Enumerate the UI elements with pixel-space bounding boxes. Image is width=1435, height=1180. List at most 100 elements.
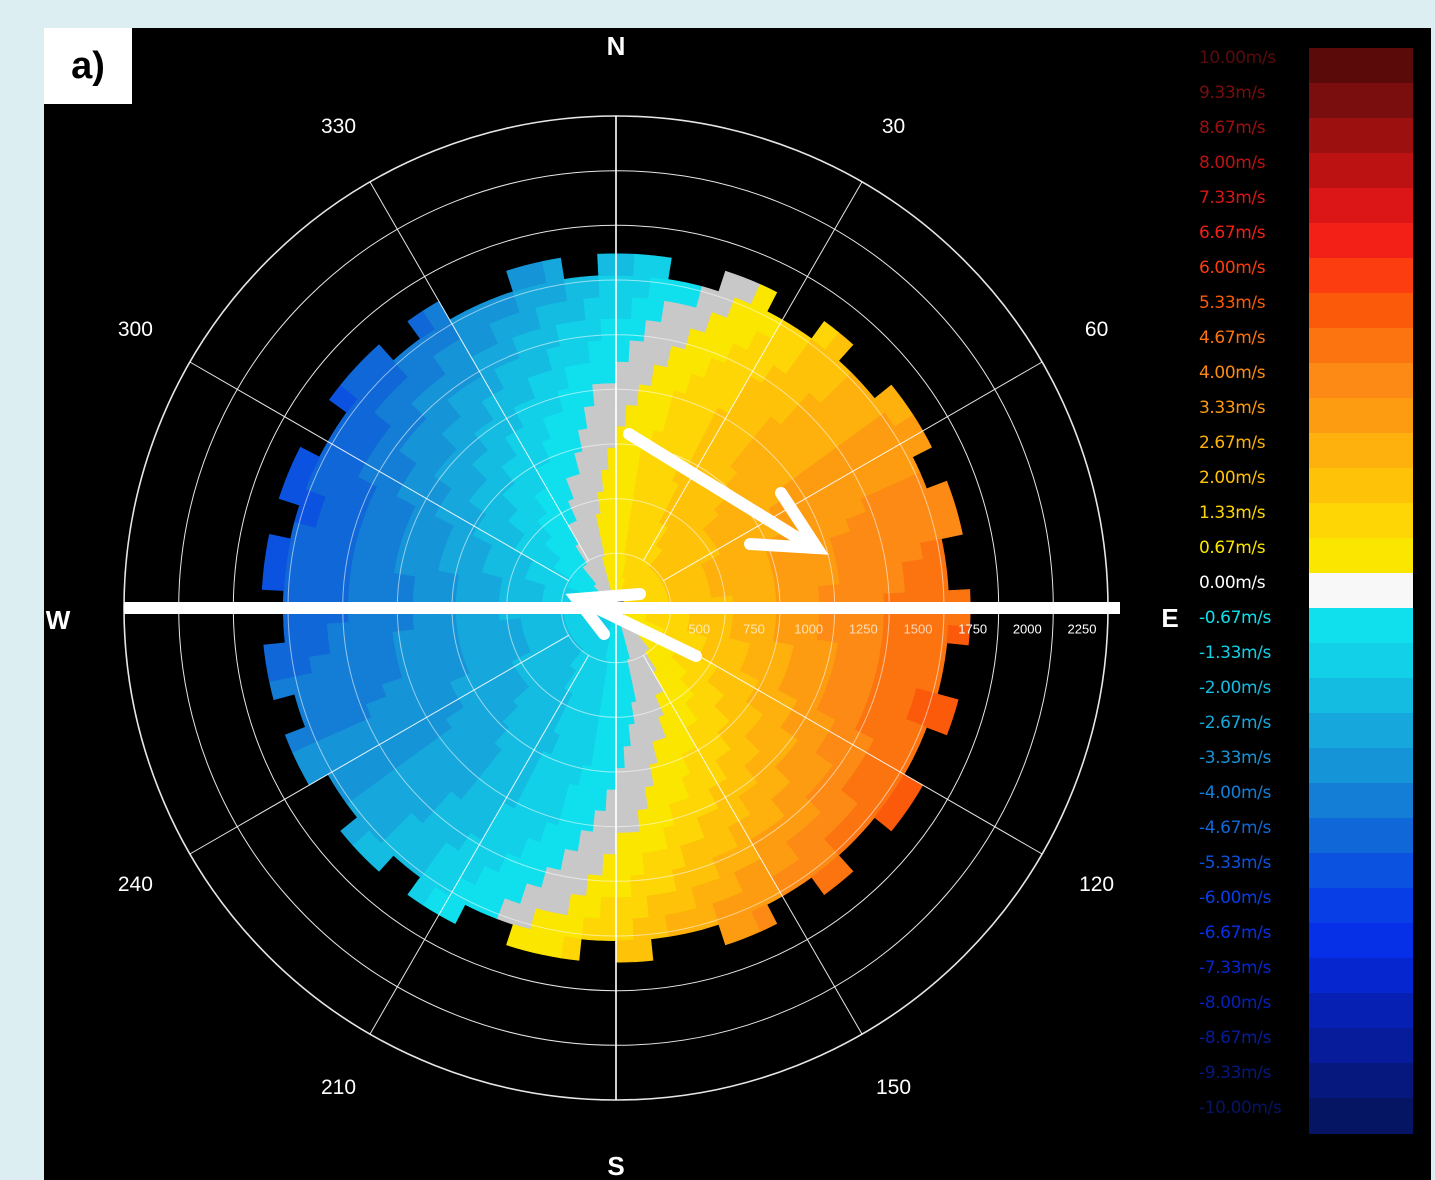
velocity-cell bbox=[901, 558, 926, 579]
velocity-cell bbox=[628, 339, 645, 364]
velocity-cell bbox=[347, 620, 372, 637]
velocity-cell bbox=[818, 584, 842, 598]
cardinal-s: S bbox=[607, 1151, 624, 1180]
legend-label: -4.67m/s bbox=[1199, 818, 1271, 838]
velocity-cell bbox=[839, 581, 863, 597]
legend-row: -6.00m/s bbox=[1199, 888, 1413, 924]
velocity-cell bbox=[627, 831, 643, 855]
velocity-cell bbox=[566, 298, 587, 323]
legend-label: -9.33m/s bbox=[1199, 1063, 1271, 1083]
velocity-cell bbox=[506, 924, 531, 951]
velocity-cell bbox=[587, 339, 604, 364]
legend-row: 5.33m/s bbox=[1199, 293, 1413, 329]
azimuth-line bbox=[642, 181, 863, 561]
legend-row: -10.00m/s bbox=[1199, 1098, 1413, 1134]
velocity-cell bbox=[602, 361, 617, 384]
azimuth-label: 240 bbox=[118, 873, 153, 896]
velocity-cell bbox=[874, 803, 904, 832]
azimuth-line bbox=[369, 181, 590, 561]
legend-label: 2.67m/s bbox=[1199, 433, 1266, 453]
range-label: 1250 bbox=[849, 621, 878, 636]
legend-label: 6.00m/s bbox=[1199, 258, 1266, 278]
velocity-cell bbox=[306, 637, 331, 658]
legend-swatch bbox=[1309, 433, 1413, 469]
velocity-cell bbox=[811, 866, 840, 896]
velocity-cell bbox=[570, 319, 589, 344]
velocity-cell bbox=[599, 896, 617, 920]
legend-row: 3.33m/s bbox=[1199, 398, 1413, 434]
legend-label: -2.67m/s bbox=[1199, 713, 1271, 733]
legend-swatch bbox=[1309, 1028, 1413, 1064]
legend-row: -2.00m/s bbox=[1199, 678, 1413, 714]
velocity-cell bbox=[796, 586, 820, 599]
azimuth-line bbox=[189, 634, 569, 855]
velocity-cell bbox=[615, 896, 633, 920]
legend-swatch bbox=[1309, 643, 1413, 679]
legend-row: 9.33m/s bbox=[1199, 83, 1413, 119]
legend-row: -8.00m/s bbox=[1199, 993, 1413, 1029]
legend-label: -10.00m/s bbox=[1199, 1098, 1282, 1118]
legend-swatch bbox=[1309, 713, 1413, 749]
azimuth-label: 150 bbox=[876, 1076, 911, 1099]
range-label: 1000 bbox=[794, 621, 823, 636]
legend-label: 4.67m/s bbox=[1199, 328, 1266, 348]
wind-arrow-in bbox=[623, 428, 829, 555]
panel-label: a) bbox=[44, 28, 132, 104]
axis-labels: N S E W 30 60 120 150 210 240 300 330 500 750 1000 1250… bbox=[46, 31, 1179, 1180]
velocity-cell bbox=[580, 275, 601, 299]
legend-swatch bbox=[1309, 328, 1413, 364]
legend-row: -9.33m/s bbox=[1199, 1063, 1413, 1099]
azimuth-line bbox=[663, 361, 1043, 582]
velocity-cell bbox=[284, 726, 313, 753]
velocity-cell bbox=[750, 284, 778, 312]
legend-swatch bbox=[1309, 748, 1413, 784]
velocity-cell bbox=[604, 789, 617, 812]
azimuth-line bbox=[642, 655, 863, 1035]
velocity-cell bbox=[650, 255, 672, 280]
velocity-cell bbox=[633, 253, 654, 278]
velocity-cell bbox=[882, 621, 906, 639]
velocity-cell bbox=[615, 339, 631, 363]
velocity-cell bbox=[882, 577, 906, 595]
velocity-cell bbox=[615, 274, 634, 298]
velocity-cell bbox=[923, 555, 948, 576]
velocity-cell bbox=[615, 918, 634, 942]
velocity-cell bbox=[585, 874, 603, 898]
legend-swatch bbox=[1309, 1098, 1413, 1134]
velocity-cell bbox=[630, 895, 649, 920]
velocity-cell bbox=[615, 875, 632, 899]
legend-swatch bbox=[1309, 153, 1413, 189]
legend-row: -4.00m/s bbox=[1199, 783, 1413, 819]
legend-row: -8.67m/s bbox=[1199, 1028, 1413, 1064]
velocity-cell bbox=[946, 625, 971, 646]
legend-label: -3.33m/s bbox=[1199, 748, 1271, 768]
legend-row: 1.33m/s bbox=[1199, 503, 1413, 539]
velocity-cell bbox=[604, 404, 617, 427]
legend-swatch bbox=[1309, 993, 1413, 1029]
velocity-cell bbox=[265, 533, 291, 557]
legend-label: 8.00m/s bbox=[1199, 153, 1266, 173]
legend-row: -6.67m/s bbox=[1199, 923, 1413, 959]
velocity-cell bbox=[326, 621, 350, 639]
velocity-cell bbox=[615, 296, 633, 320]
legend-swatch bbox=[1309, 398, 1413, 434]
velocity-cell bbox=[585, 318, 603, 342]
legend-swatch bbox=[1309, 83, 1413, 119]
range-label: 1750 bbox=[958, 621, 987, 636]
azimuth-label: 60 bbox=[1085, 318, 1108, 341]
legend-label: 2.00m/s bbox=[1199, 468, 1266, 488]
legend-row: 10.00m/s bbox=[1199, 48, 1413, 84]
velocity-cell bbox=[903, 430, 933, 458]
cardinal-w: W bbox=[46, 605, 71, 635]
legend-row: -4.67m/s bbox=[1199, 818, 1413, 854]
velocity-cell bbox=[369, 619, 393, 635]
legend-swatch bbox=[1309, 923, 1413, 959]
velocity-cell bbox=[645, 893, 666, 918]
legend-label: -0.67m/s bbox=[1199, 608, 1271, 628]
wind-arrow-out bbox=[565, 588, 702, 662]
legend-row: 8.67m/s bbox=[1199, 118, 1413, 154]
azimuth-label: 210 bbox=[321, 1076, 356, 1099]
legend-label: 4.00m/s bbox=[1199, 363, 1266, 383]
velocity-cell bbox=[340, 816, 370, 846]
legend-row: 0.00m/s bbox=[1199, 573, 1413, 609]
